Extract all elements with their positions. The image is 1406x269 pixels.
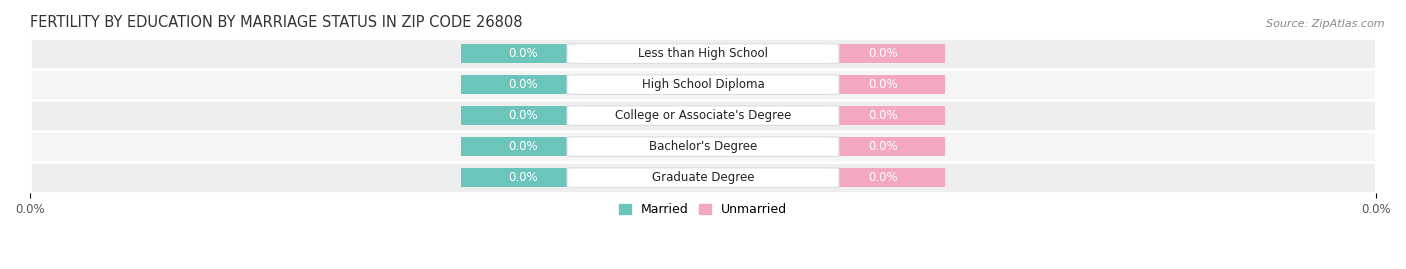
FancyBboxPatch shape (567, 106, 839, 125)
Bar (30, 38, 1376, 69)
Bar (461, 44, 703, 63)
Bar (703, 137, 945, 156)
Bar (30, 162, 1376, 193)
Text: 0.0%: 0.0% (869, 78, 898, 91)
Text: 0.0%: 0.0% (508, 171, 537, 184)
Text: 0.0%: 0.0% (869, 140, 898, 153)
Text: Bachelor's Degree: Bachelor's Degree (650, 140, 756, 153)
FancyBboxPatch shape (567, 168, 839, 187)
FancyBboxPatch shape (567, 44, 839, 63)
Text: Source: ZipAtlas.com: Source: ZipAtlas.com (1267, 19, 1385, 29)
Bar (461, 106, 703, 125)
Bar (703, 168, 945, 187)
Text: 0.0%: 0.0% (869, 171, 898, 184)
Text: Graduate Degree: Graduate Degree (652, 171, 754, 184)
Text: Less than High School: Less than High School (638, 47, 768, 60)
Text: 0.0%: 0.0% (508, 140, 537, 153)
Bar (703, 106, 945, 125)
Bar (30, 69, 1376, 100)
Text: 0.0%: 0.0% (508, 47, 537, 60)
Text: High School Diploma: High School Diploma (641, 78, 765, 91)
Text: FERTILITY BY EDUCATION BY MARRIAGE STATUS IN ZIP CODE 26808: FERTILITY BY EDUCATION BY MARRIAGE STATU… (30, 15, 522, 30)
Bar (461, 168, 703, 187)
Bar (703, 44, 945, 63)
Bar (703, 75, 945, 94)
Text: 0.0%: 0.0% (508, 109, 537, 122)
Bar (461, 75, 703, 94)
Text: 0.0%: 0.0% (508, 78, 537, 91)
Bar (461, 137, 703, 156)
FancyBboxPatch shape (567, 137, 839, 156)
Legend: Married, Unmarried: Married, Unmarried (613, 198, 793, 221)
Bar (30, 131, 1376, 162)
Bar (30, 100, 1376, 131)
FancyBboxPatch shape (567, 75, 839, 94)
Text: College or Associate's Degree: College or Associate's Degree (614, 109, 792, 122)
Text: 0.0%: 0.0% (869, 47, 898, 60)
Text: 0.0%: 0.0% (869, 109, 898, 122)
